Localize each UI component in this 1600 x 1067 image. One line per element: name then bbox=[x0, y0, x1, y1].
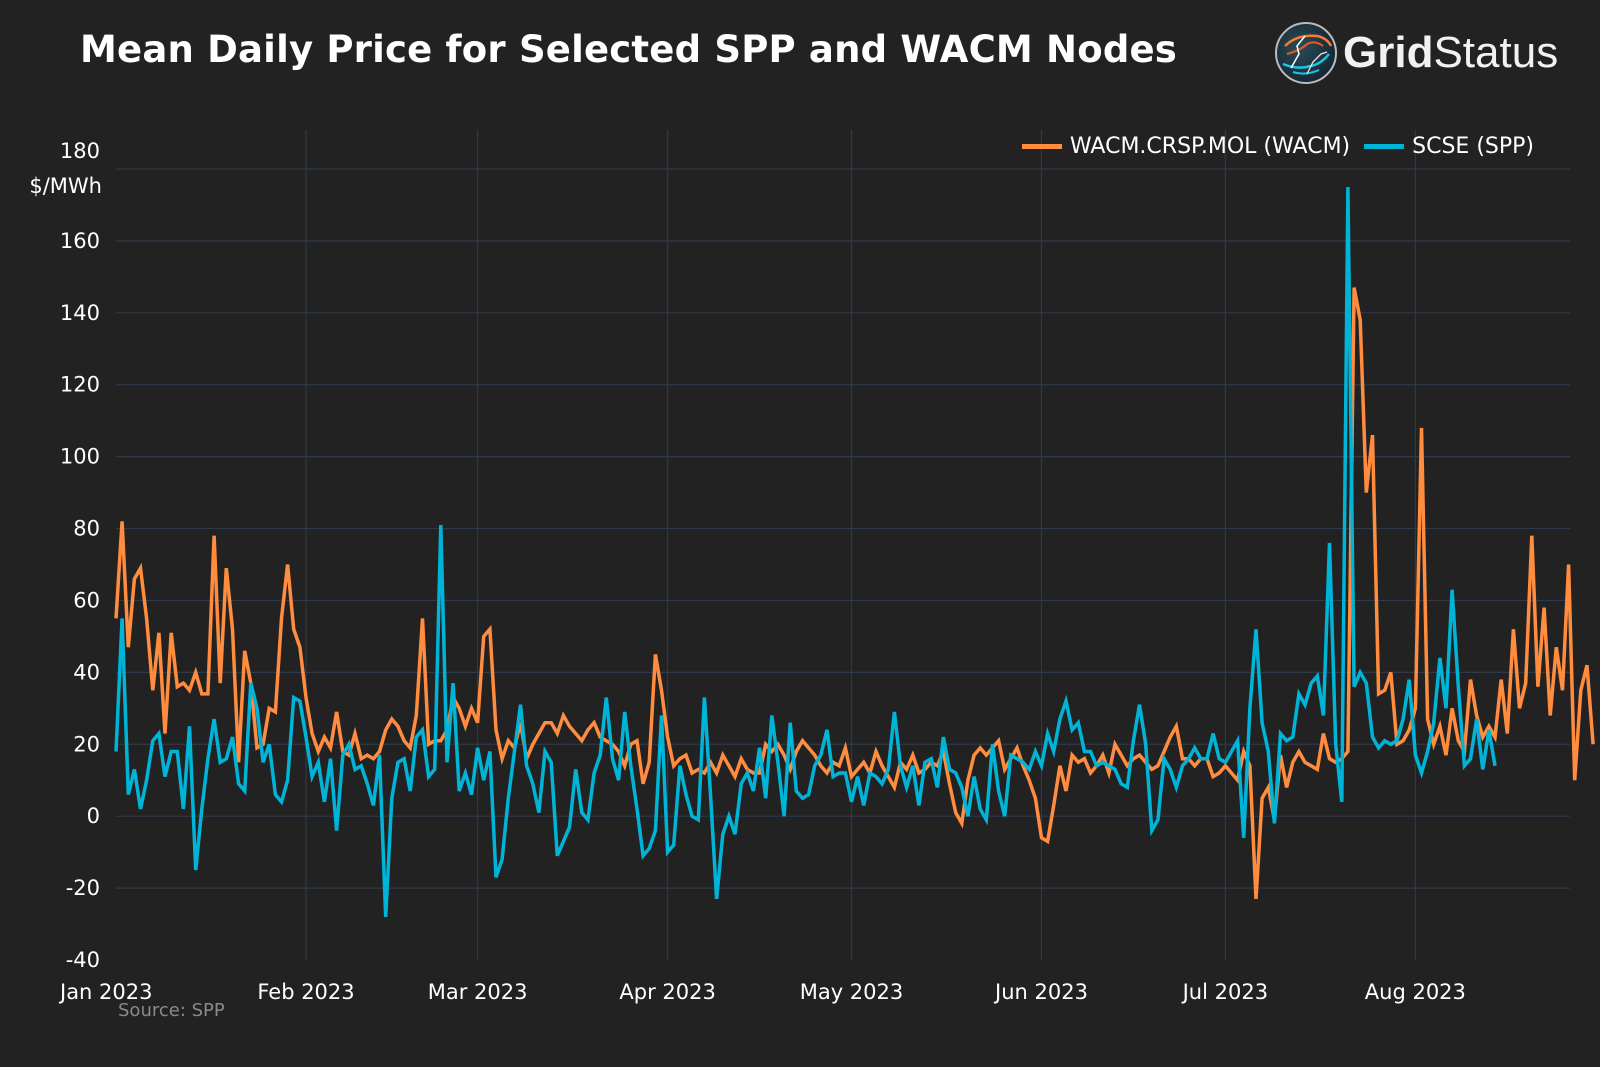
y-tick-labels: -40 -20 0 20 40 60 80 100 120 140 160 180 bbox=[60, 139, 100, 972]
y-tick-label: -20 bbox=[66, 876, 100, 900]
x-tick-label: Apr 2023 bbox=[619, 980, 715, 1004]
legend-swatch-spp bbox=[1364, 144, 1405, 149]
series-line-spp[interactable] bbox=[114, 186, 1497, 917]
y-gridlines bbox=[116, 168, 1570, 889]
x-tick-label: May 2023 bbox=[800, 980, 904, 1004]
y-tick-label: 120 bbox=[60, 373, 100, 397]
y-axis-label: $/MWh bbox=[29, 174, 102, 198]
x-tick-label: Jul 2023 bbox=[1181, 980, 1268, 1004]
y-tick-label: 180 bbox=[60, 139, 100, 163]
x-tick-label: Jan 2023 bbox=[58, 980, 153, 1004]
x-tick-labels: Jan 2023 Feb 2023 Mar 2023 Apr 2023 May 2023… bbox=[58, 980, 1466, 1004]
y-tick-label: 0 bbox=[87, 804, 100, 828]
x-tick-label: Aug 2023 bbox=[1365, 980, 1466, 1004]
legend-label-wacm: WACM.CRSP.MOL (WACM) bbox=[1069, 134, 1351, 159]
y-tick-label: -40 bbox=[66, 948, 100, 972]
gridstatus-wordmark: GridStatus bbox=[1343, 28, 1559, 77]
legend: WACM.CRSP.MOL (WACM) SCSE (SPP) bbox=[1008, 134, 1534, 159]
series-lines bbox=[114, 186, 1595, 917]
y-tick-label: 160 bbox=[60, 229, 100, 253]
legend-item-spp[interactable]: SCSE (SPP) bbox=[1364, 134, 1534, 159]
legend-label-spp: SCSE (SPP) bbox=[1412, 134, 1534, 159]
y-tick-label: 100 bbox=[60, 445, 100, 469]
legend-item-wacm[interactable]: WACM.CRSP.MOL (WACM) bbox=[1021, 134, 1351, 159]
source-note: Source: SPP bbox=[118, 1000, 225, 1021]
chart-title: Mean Daily Price for Selected SPP and WA… bbox=[80, 28, 1178, 71]
legend-swatch-wacm bbox=[1021, 144, 1062, 149]
y-tick-label: 40 bbox=[73, 660, 100, 684]
y-tick-label: 80 bbox=[73, 517, 100, 541]
x-gridlines bbox=[305, 130, 1416, 960]
x-tick-label: Jun 2023 bbox=[993, 980, 1088, 1004]
y-tick-label: 20 bbox=[73, 732, 100, 756]
y-tick-label: 140 bbox=[60, 301, 100, 325]
series-line-wacm[interactable] bbox=[114, 287, 1595, 900]
x-tick-label: Mar 2023 bbox=[428, 980, 528, 1004]
y-tick-label: 60 bbox=[73, 588, 100, 612]
gridstatus-globe-icon bbox=[1275, 22, 1337, 84]
x-tick-label: Feb 2023 bbox=[257, 980, 354, 1004]
gridstatus-logo: GridStatus bbox=[1275, 22, 1558, 84]
